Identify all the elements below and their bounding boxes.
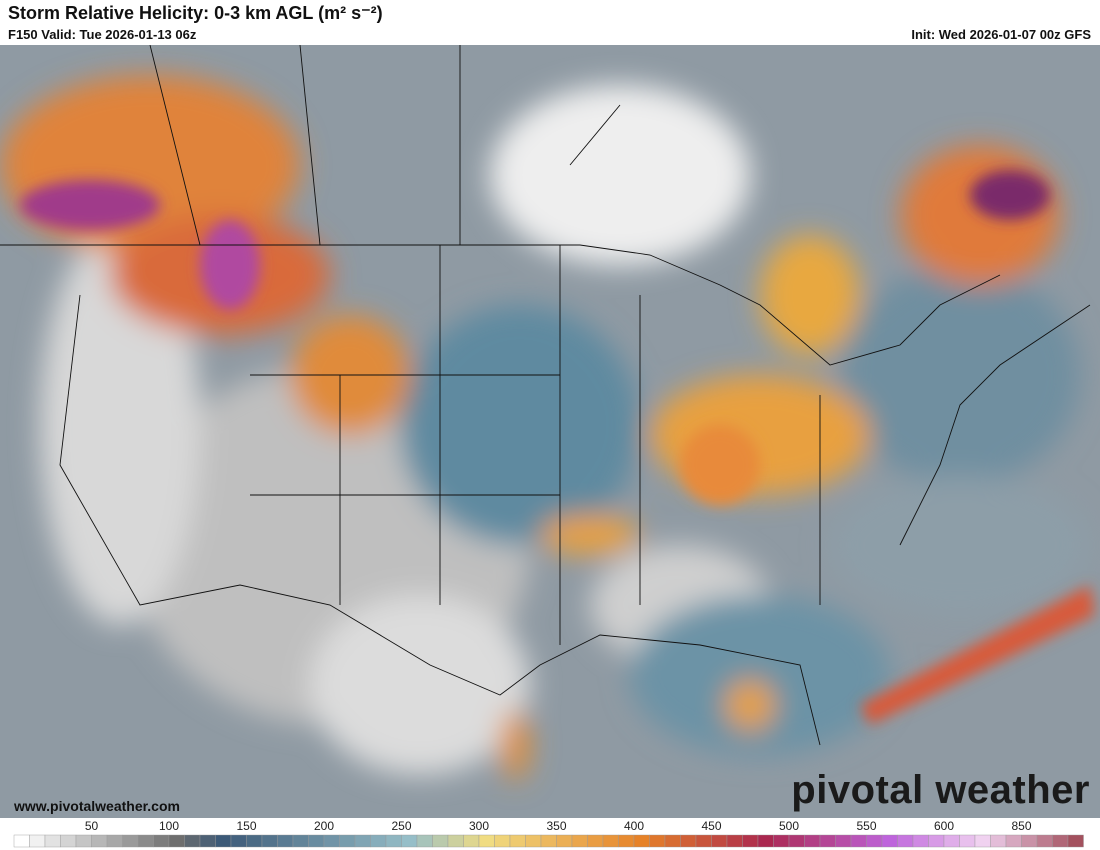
valid-time: F150 Valid: Tue 2026-01-13 06z [8,27,197,42]
colorbar-cell [587,834,604,848]
colorbar-cell [711,834,728,848]
colorbar-cell [246,834,263,848]
colorbar-cell [29,834,46,848]
colorbar-label: 250 [391,819,411,833]
colorbar-cell [959,834,976,848]
colorbar-cell [804,834,821,848]
site-url: www.pivotalweather.com [14,798,180,814]
colorbar-cell [184,834,201,848]
colorbar-cell [44,834,61,848]
colorbar-label: 200 [314,819,334,833]
colorbar-cell [819,834,836,848]
colorbar-cell [664,834,681,848]
colorbar-cell [13,834,30,848]
map-title: Storm Relative Helicity: 0-3 km AGL (m² … [8,3,383,23]
map [0,45,1100,818]
colorbar-cell [850,834,867,848]
colorbar-cell [494,834,511,848]
colorbar-label: 550 [856,819,876,833]
colorbar-label: 500 [779,819,799,833]
colorbar-cell [1036,834,1053,848]
colorbar-cell [680,834,697,848]
colorbar-cell [618,834,635,848]
field-core [20,170,1095,725]
field [0,75,1090,780]
colorbar-cell [757,834,774,848]
colorbar-cell [912,834,929,848]
colorbar-cell [835,834,852,848]
colorbar-cell [75,834,92,848]
colorbar-label: 50 [85,819,99,833]
colorbar-cell [261,834,278,848]
colorbar-cell [602,834,619,848]
colorbar-cell [897,834,914,848]
colorbar-cell [556,834,573,848]
colorbar-cell [881,834,898,848]
colorbar-cell [432,834,449,848]
init-time: Init: Wed 2026-01-07 00z GFS [911,27,1091,42]
colorbar-cell [571,834,588,848]
colorbar-cell [525,834,542,848]
colorbar-cell [60,834,77,848]
colorbar-cell [153,834,170,848]
colorbar-cell [1067,834,1084,848]
colorbar-cell [1005,834,1022,848]
colorbar-cell [122,834,139,848]
colorbar-label: 600 [934,819,954,833]
colorbar-label: 450 [701,819,721,833]
colorbar-cell [385,834,402,848]
colorbar-cell [742,834,759,848]
colorbar-cell [788,834,805,848]
colorbar-label: 350 [546,819,566,833]
colorbar-cell [370,834,387,848]
colorbar-label: 100 [159,819,179,833]
colorbar-cell [866,834,883,848]
colorbar-cell [649,834,666,848]
colorbar-cell [199,834,216,848]
colorbar-cell [726,834,743,848]
colorbar-cell [137,834,154,848]
colorbar-cell [1021,834,1038,848]
colorbar-cell [773,834,790,848]
colorbar-cell [478,834,495,848]
colorbar-cell [928,834,945,848]
boundaries [0,45,1091,746]
colorbar-cell [509,834,526,848]
colorbar-cell [633,834,650,848]
colorbar-cell [354,834,371,848]
colorbar-cell [308,834,325,848]
colorbar-cell [91,834,108,848]
colorbar-cell [339,834,356,848]
colorbar-cell [1052,834,1069,848]
colorbar-cell [540,834,557,848]
brand: pivotal weather [791,768,1090,812]
colorbar-label: 300 [469,819,489,833]
colorbar-label: 400 [624,819,644,833]
colorbar-cell [230,834,247,848]
colorbar-cell [463,834,480,848]
colorbar-label: 850 [1011,819,1031,833]
colorbar-cell [974,834,991,848]
colorbar-cell [292,834,309,848]
colorbar-cell [990,834,1007,848]
colorbar: 50 100 150 200 250 300 350 400 450 500 550 600 850 [13,819,1084,848]
colorbar-label: 150 [236,819,256,833]
colorbar-cell [416,834,433,848]
colorbar-cell [447,834,464,848]
colorbar-cell [168,834,185,848]
colorbar-cell [695,834,712,848]
colorbar-cell [323,834,340,848]
colorbar-cell [943,834,960,848]
colorbar-cell [106,834,123,848]
colorbar-cell [277,834,294,848]
colorbar-cell [401,834,418,848]
colorbar-cell [215,834,232,848]
